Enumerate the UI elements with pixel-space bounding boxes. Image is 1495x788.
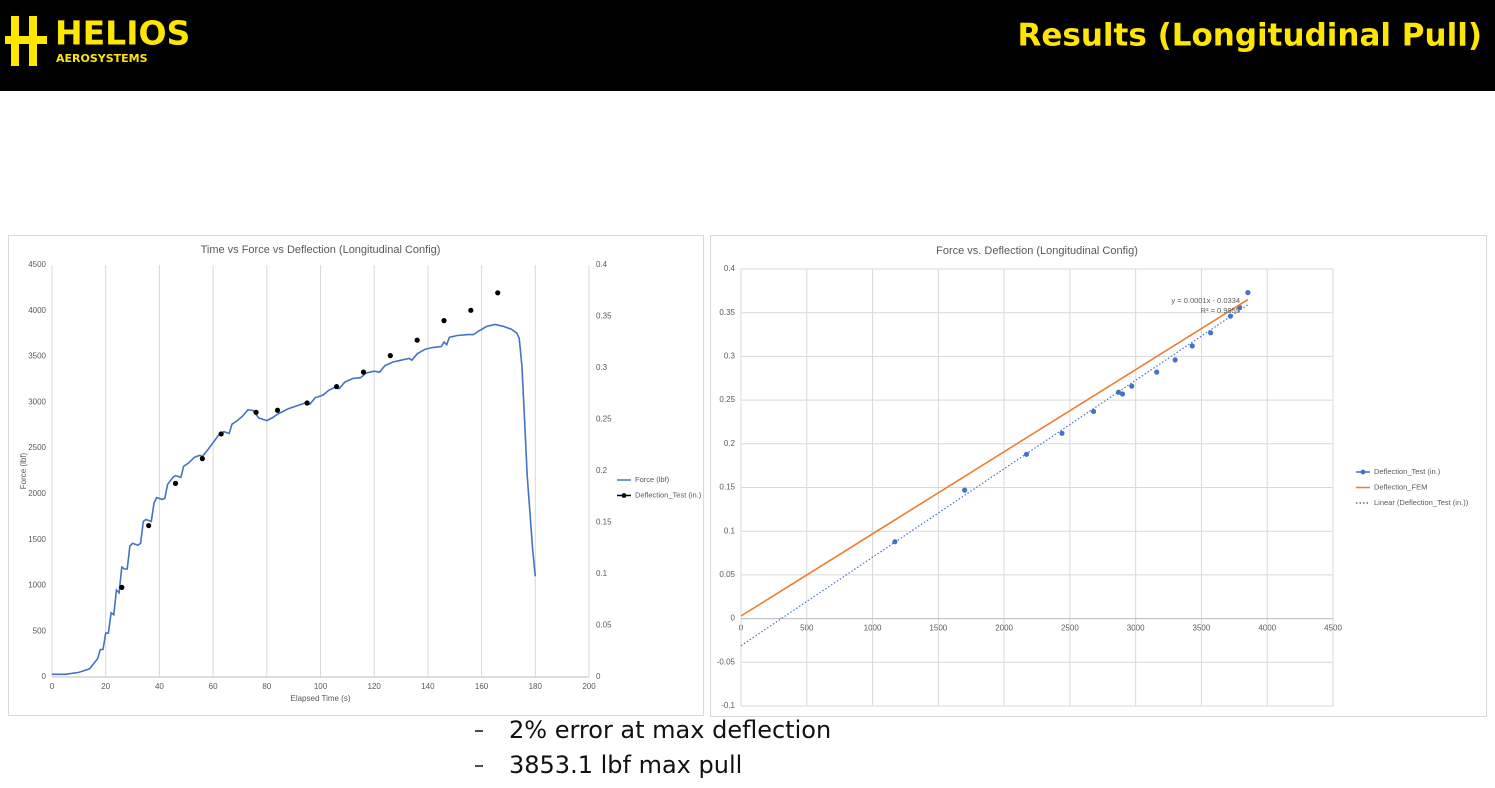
data-point	[495, 290, 501, 296]
x-tick-label: 80	[262, 682, 271, 691]
y-tick-label: 2000	[28, 489, 46, 498]
data-point	[119, 584, 125, 590]
x-tick-label: 100	[314, 682, 328, 691]
series-line	[52, 323, 537, 676]
legend-marker	[1360, 469, 1366, 475]
data-point	[1119, 391, 1126, 397]
y2-tick-label: 0.3	[596, 363, 608, 372]
bullet-text: 2% error at max deflection	[509, 716, 831, 744]
legend-label: Deflection_FEM	[1374, 482, 1427, 491]
data-point	[962, 487, 968, 493]
y-tick-label: 4000	[28, 306, 46, 315]
chart-title: Time vs Force vs Deflection (Longitudina…	[201, 244, 441, 256]
legend-label: Deflection_Test (in.)	[635, 490, 702, 499]
y2-tick-label: 0.05	[596, 621, 612, 630]
data-point	[334, 383, 340, 390]
y-tick-label: 4500	[28, 260, 46, 269]
data-point	[360, 369, 367, 375]
data-point	[172, 480, 179, 486]
y-tick-label: 0.25	[719, 395, 735, 404]
data-point	[1115, 389, 1122, 395]
data-point	[274, 407, 281, 413]
data-point	[441, 318, 447, 324]
legend-label: Linear (Deflection_Test (in.))	[1374, 498, 1469, 507]
y2-tick-label: 0.1	[596, 569, 608, 578]
y2-tick-label: 0.25	[596, 415, 612, 424]
legend-label: Force (lbf)	[635, 475, 670, 484]
y-tick-label: 0	[731, 614, 736, 623]
x-tick-label: 0	[50, 682, 55, 691]
data-point	[1129, 383, 1135, 389]
y2-tick-label: 0.2	[596, 466, 608, 475]
chart-title: Force vs. Deflection (Longitudinal Confi…	[936, 245, 1138, 257]
y-tick-label: 0.1	[724, 526, 736, 535]
y-tick-label: 1000	[28, 581, 46, 590]
data-point	[1172, 357, 1178, 363]
data-point	[304, 400, 310, 406]
y-tick-label: 2500	[28, 443, 46, 452]
series-line	[740, 298, 1249, 617]
data-point	[1245, 289, 1251, 296]
y-tick-label: 0.2	[724, 439, 736, 448]
y-tick-label: 500	[33, 626, 47, 635]
x-tick-label: 120	[368, 682, 382, 691]
y-tick-label: 3500	[28, 352, 46, 361]
logo-icon	[5, 16, 47, 66]
x-tick-label: 160	[475, 682, 489, 691]
data-point	[1208, 330, 1214, 336]
x-tick-label: 140	[421, 682, 435, 691]
y-tick-label: 0.4	[724, 264, 736, 273]
y2-tick-label: 0.4	[596, 260, 608, 269]
chart-frame	[710, 235, 1487, 717]
y2-tick-label: 0	[596, 672, 601, 681]
y-tick-label: 0.35	[719, 308, 735, 317]
y-tick-label: 0.3	[724, 352, 736, 361]
data-point	[1059, 430, 1065, 436]
y2-tick-label: 0.35	[596, 312, 612, 321]
data-point	[199, 456, 205, 462]
data-point	[218, 431, 224, 437]
x-tick-label: 40	[155, 682, 164, 691]
logo-subtext: AEROSYSTEMS	[56, 52, 148, 65]
y2-tick-label: 0.15	[596, 518, 612, 527]
x-tick-label: 180	[529, 682, 543, 691]
annotation: R² = 0.9955	[1201, 306, 1240, 315]
logo-text: HELIOS	[55, 14, 190, 53]
y-tick-label: 0	[42, 672, 47, 681]
y-tick-label: 3000	[28, 397, 46, 406]
y-tick-label: 1500	[28, 535, 46, 544]
legend-marker	[621, 493, 627, 498]
data-point	[146, 522, 152, 529]
x-tick-label: 200	[582, 682, 596, 691]
data-point	[387, 353, 393, 359]
header-bar	[0, 0, 1495, 91]
bullet-text: 3853.1 lbf max pull	[509, 751, 742, 779]
x-tick-label: 20	[101, 682, 110, 691]
y-axis-title: Force (lbf)	[19, 452, 28, 489]
series-line	[740, 304, 1249, 647]
data-point	[468, 307, 474, 313]
y-tick-label: 0.15	[719, 483, 735, 492]
data-point	[253, 409, 259, 415]
slide-title: Results (Longitudinal Pull)	[1017, 18, 1482, 54]
x-tick-label: 60	[209, 682, 218, 691]
data-point	[1154, 369, 1160, 375]
y-tick-label: 0.05	[719, 570, 735, 579]
legend-label: Deflection_Test (in.)	[1374, 467, 1441, 476]
chart-frame	[8, 235, 704, 716]
x-axis-title: Elapsed Time (s)	[290, 694, 350, 703]
annotation: y = 0.0001x - 0.0334	[1171, 296, 1240, 305]
data-point	[414, 337, 420, 343]
data-point	[1189, 343, 1195, 349]
y-tick-label: -0.05	[717, 657, 736, 666]
y-tick-label: -0.1	[721, 701, 735, 710]
data-point	[1090, 408, 1097, 415]
